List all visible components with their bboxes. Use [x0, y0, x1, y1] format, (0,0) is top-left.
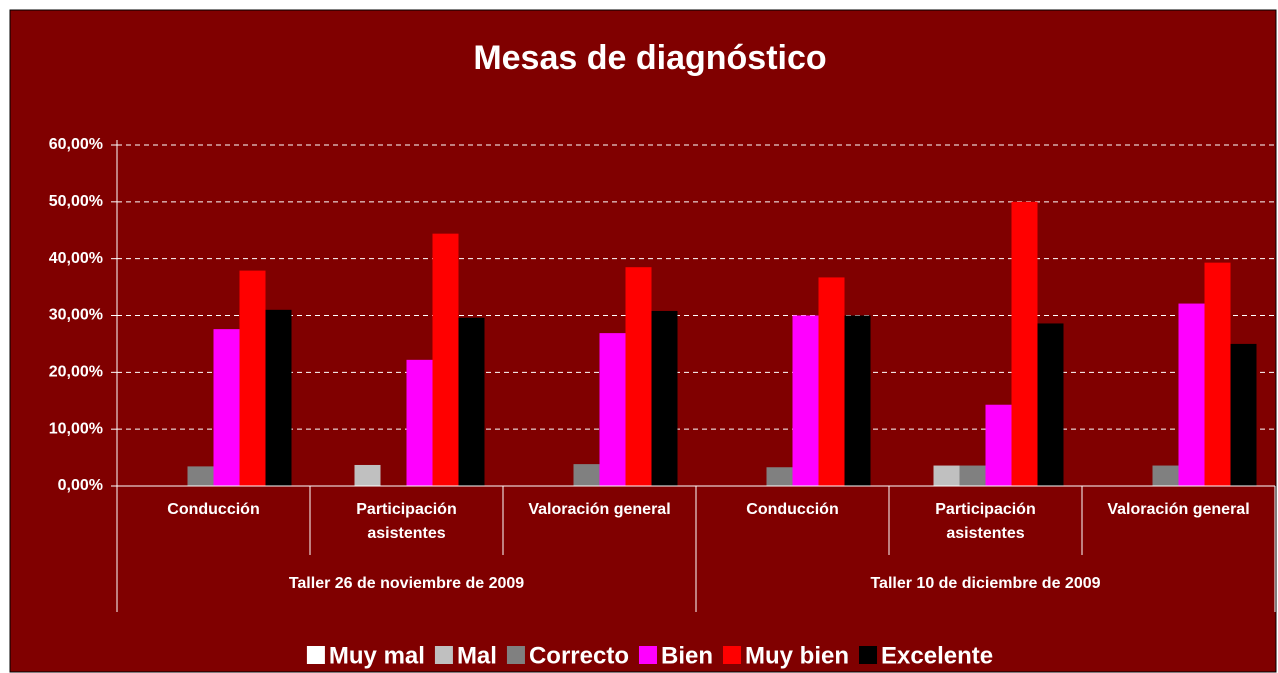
legend-swatch: [306, 646, 325, 664]
legend: Muy mal Mal Correcto Bien Muy bien Excelente: [306, 642, 993, 669]
chart-title: Mesas de diagnóstico: [473, 39, 826, 77]
legend-swatch: [859, 646, 878, 664]
x-category-label: Valoración general: [528, 501, 671, 518]
y-tick-label: 30,00%: [49, 307, 103, 324]
bar: [458, 317, 485, 486]
x-group-label: Taller 26 de noviembre de 2009: [289, 575, 524, 592]
bar: [599, 333, 626, 486]
legend-swatch: [638, 646, 657, 664]
bar: [187, 466, 214, 486]
y-tick-label: 40,00%: [49, 250, 103, 267]
legend-swatch: [434, 646, 453, 664]
bar: [213, 329, 240, 486]
bar: [265, 309, 292, 486]
bar: [354, 464, 381, 486]
legend-label: Mal: [457, 642, 497, 669]
x-tick-label: Participación asistentes: [356, 501, 457, 542]
x-tick-label: Valoración general: [1107, 501, 1250, 518]
x-category-label: Conducción: [167, 501, 260, 518]
bar: [818, 277, 845, 486]
y-tick-label: 10,00%: [49, 420, 103, 437]
bar: [432, 233, 459, 486]
x-category-label: Participación asistentes: [356, 501, 457, 542]
legend-swatch: [506, 646, 525, 664]
x-tick-label: Conducción: [167, 501, 260, 518]
x-group-label: Taller 10 de diciembre de 2009: [870, 575, 1100, 592]
x-tick-label: Conducción: [746, 501, 839, 518]
bar: [1011, 201, 1038, 487]
bar: [1230, 343, 1257, 486]
legend-label: Muy mal: [329, 642, 425, 669]
legend-label: Correcto: [529, 642, 629, 669]
bar: [766, 467, 793, 486]
legend-label: Bien: [661, 642, 713, 669]
x-category-label: Valoración general: [1107, 501, 1250, 518]
bar: [1204, 262, 1231, 486]
x-category-label: Conducción: [746, 501, 839, 518]
bar: [573, 464, 600, 486]
bar: [844, 315, 871, 486]
y-tick-label: 0,00%: [58, 477, 103, 494]
y-tick-label: 20,00%: [49, 364, 103, 381]
legend-swatch: [723, 646, 741, 664]
legend-label: Muy bien: [745, 642, 849, 669]
x-tick-label: Participación asistentes: [935, 501, 1036, 542]
y-tick-label: 60,00%: [49, 136, 103, 153]
bar: [239, 270, 266, 486]
bar: [625, 267, 652, 486]
bar: [1178, 303, 1205, 486]
bar: [1037, 323, 1064, 486]
x-category-label: Participación asistentes: [935, 501, 1036, 542]
x-tick-label: Valoración general: [528, 501, 671, 518]
y-tick-label: 50,00%: [49, 193, 103, 210]
bar: [933, 465, 960, 486]
bar: [651, 310, 678, 486]
legend-label: Excelente: [881, 642, 993, 669]
bar: [406, 359, 433, 486]
bar: [792, 315, 819, 486]
bar: [959, 465, 986, 486]
bar: [985, 404, 1012, 486]
bar: [1152, 465, 1179, 486]
